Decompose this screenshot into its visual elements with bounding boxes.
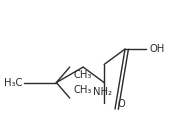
Text: O: O (118, 99, 126, 109)
Text: OH: OH (149, 44, 165, 54)
Text: CH₃: CH₃ (73, 85, 92, 95)
Text: CH₃: CH₃ (73, 70, 92, 80)
Text: H₃C: H₃C (4, 78, 22, 88)
Text: NH₂: NH₂ (93, 87, 112, 97)
